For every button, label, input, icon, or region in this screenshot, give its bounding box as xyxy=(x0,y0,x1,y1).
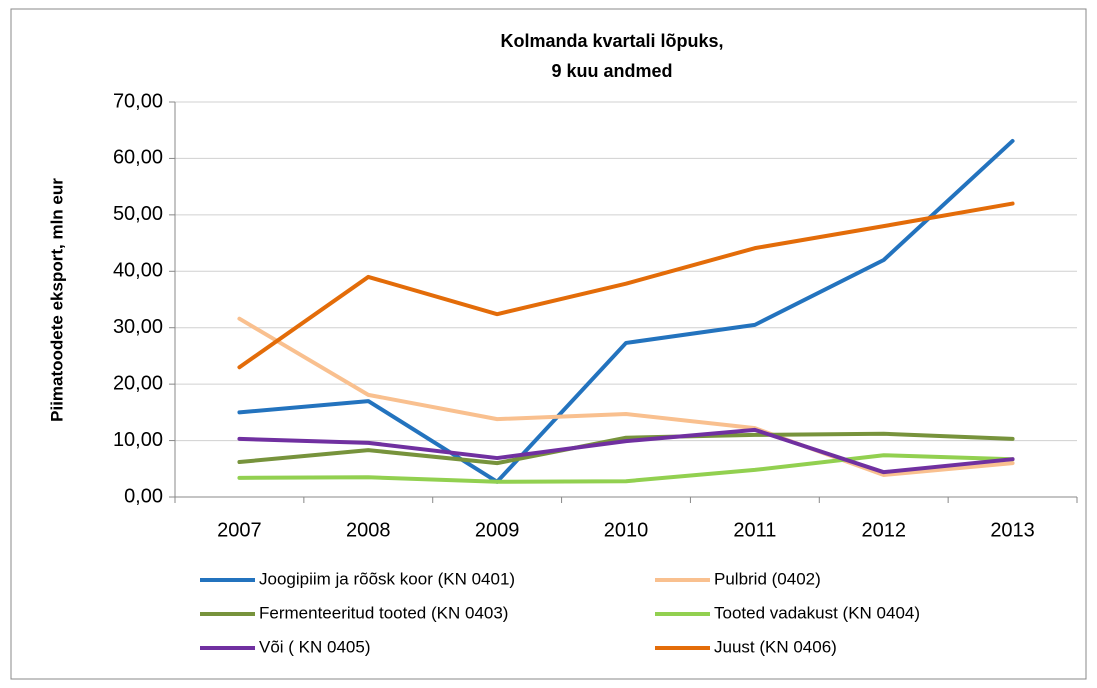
x-tick-label: 2010 xyxy=(604,519,649,541)
y-tick-label: 50,00 xyxy=(113,203,163,225)
x-tick-label: 2008 xyxy=(346,519,391,541)
legend-label: Või ( KN 0405) xyxy=(259,637,371,656)
y-tick-label: 10,00 xyxy=(113,429,163,451)
chart-title: 9 kuu andmed xyxy=(551,61,672,81)
legend-label: Pulbrid (0402) xyxy=(714,569,821,588)
x-tick-label: 2013 xyxy=(990,519,1035,541)
line-series xyxy=(237,316,1015,477)
legend-label: Tooted vadakust (KN 0404) xyxy=(714,603,920,622)
y-tick-label: 30,00 xyxy=(113,316,163,338)
y-tick-label: 20,00 xyxy=(113,372,163,394)
y-tick-label: 60,00 xyxy=(113,147,163,169)
line-series xyxy=(237,431,1015,466)
line-series xyxy=(237,138,1015,484)
y-tick-label: 0,00 xyxy=(124,485,163,507)
legend-label: Fermenteeritud tooted (KN 0403) xyxy=(259,603,508,622)
x-tick-label: 2007 xyxy=(217,519,262,541)
x-tick-label: 2011 xyxy=(733,519,776,541)
chart-border xyxy=(10,8,1087,680)
line-series xyxy=(237,427,1015,475)
line-series xyxy=(237,453,1015,484)
x-tick-label: 2009 xyxy=(475,519,520,541)
y-tick-label: 40,00 xyxy=(113,260,163,282)
chart-title: Kolmanda kvartali lõpuks, xyxy=(500,31,723,51)
line-series xyxy=(237,201,1015,370)
y-axis-label: Piimatoodete eksport, mln eur xyxy=(47,178,66,422)
x-tick-label: 2012 xyxy=(861,519,906,541)
y-tick-label: 70,00 xyxy=(113,90,163,112)
legend-label: Juust (KN 0406) xyxy=(714,637,837,656)
legend-label: Joogipiim ja rõõsk koor (KN 0401) xyxy=(259,569,515,588)
